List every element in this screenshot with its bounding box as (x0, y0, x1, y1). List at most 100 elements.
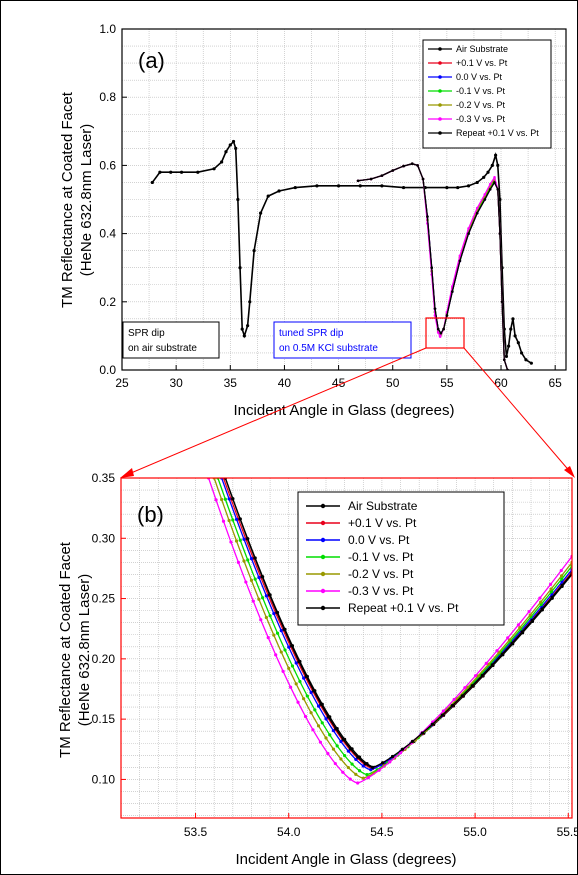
data-point (494, 153, 498, 157)
data-point (380, 174, 384, 177)
data-point (240, 327, 244, 331)
legend-marker (438, 89, 442, 93)
data-point (324, 717, 328, 721)
data-point (363, 762, 367, 766)
data-point (169, 170, 173, 174)
x-tick-label: 54.0 (277, 825, 301, 839)
data-point (513, 334, 517, 338)
data-point (275, 610, 279, 615)
data-point (356, 755, 360, 759)
data-point (267, 593, 272, 597)
data-point (279, 629, 283, 633)
data-point (245, 537, 250, 541)
data-point (420, 731, 425, 735)
y-tick-label: 0.6 (99, 158, 116, 172)
data-point (227, 518, 231, 523)
data-point (426, 215, 429, 218)
zoom-region-box (425, 317, 465, 349)
legend-marker (438, 117, 442, 121)
data-point (272, 633, 276, 637)
data-point (388, 760, 392, 764)
data-point (302, 697, 306, 701)
data-point (333, 761, 337, 766)
annotation-kcl-line2: on 0.5M KCl substrate (279, 343, 378, 354)
data-point (486, 170, 490, 174)
data-point (496, 163, 500, 167)
panel-b-axes-box (120, 477, 573, 819)
data-point (279, 650, 283, 654)
y-tick-label: 1.0 (99, 22, 116, 36)
data-point (529, 361, 533, 365)
data-point (473, 674, 478, 678)
data-point (316, 704, 321, 708)
data-point (463, 686, 467, 690)
annotation-kcl-box (273, 321, 412, 359)
data-point (311, 728, 315, 732)
legend-label: Repeat +0.1 V vs. Pt (456, 128, 539, 138)
legend-marker (438, 131, 442, 135)
data-point (227, 497, 231, 501)
panel-a-x-axis-label: Incident Angle in Glass (degrees) (234, 402, 455, 419)
data-point (470, 684, 474, 688)
data-point (467, 232, 470, 235)
panel-b-y-axis-label-line2: (HeNe 632.8nm Laser) (76, 574, 93, 727)
panel-a-label: (a) (138, 48, 165, 73)
data-point (466, 685, 470, 690)
data-point (290, 664, 295, 668)
data-point (293, 185, 297, 190)
legend-label: Repeat +0.1 V vs. Pt (348, 601, 459, 615)
data-point (520, 630, 524, 634)
data-point (466, 184, 471, 188)
data-point (456, 185, 460, 190)
data-point (277, 189, 281, 193)
x-tick-label: 30 (169, 376, 183, 390)
data-point (475, 180, 479, 185)
data-point (294, 661, 298, 665)
data-point (318, 740, 323, 744)
data-point (274, 653, 278, 657)
data-point (500, 300, 504, 304)
legend-label: -0.2 V vs. Pt (348, 567, 414, 581)
data-point (495, 649, 499, 653)
panel-a-legend: Air Substrate +0.1 V vs. Pt 0.0 V vs. Pt -0… (422, 39, 552, 149)
data-point (433, 307, 437, 310)
data-point (516, 341, 520, 345)
x-tick-label: 55 (440, 376, 454, 390)
data-point (493, 181, 496, 184)
data-point (458, 254, 462, 258)
zoom-connector-left (123, 347, 427, 477)
panel-a-legend-box (422, 39, 552, 149)
data-point (365, 772, 369, 777)
data-point (490, 163, 494, 167)
data-point (303, 714, 308, 719)
data-point (348, 777, 352, 781)
data-point (421, 177, 425, 181)
data-point (264, 594, 268, 598)
x-tick-label: 65 (548, 376, 562, 390)
data-point (236, 197, 240, 202)
data-point (334, 726, 338, 731)
data-point (549, 587, 553, 591)
legend-label: -0.3 V vs. Pt (348, 584, 414, 598)
panel-b-x-axis-label: Incident Angle in Glass (degrees) (236, 851, 457, 868)
panel-b-label: (b) (137, 502, 164, 527)
data-point (326, 715, 331, 719)
data-point (442, 327, 445, 331)
panel-a-series (150, 139, 533, 370)
panel-b: 53.5 54.0 54.5 55.0 55.5 0.10 0.15 0.20 0.25 0.3… (57, 471, 578, 868)
legend-marker (320, 588, 326, 594)
data-point (354, 757, 358, 762)
legend-label: -0.1 V vs. Pt (456, 86, 506, 96)
zoom-connectors (120, 347, 575, 478)
data-point (445, 314, 449, 317)
data-point (331, 747, 336, 751)
data-point (228, 143, 232, 147)
data-point (259, 618, 263, 622)
data-point (231, 497, 235, 501)
data-point (238, 517, 242, 521)
data-point (281, 669, 285, 673)
data-point (357, 769, 362, 773)
data-point (249, 578, 254, 582)
panel-a-y-axis-label-line2: (HeNe 632.8nm Laser) (78, 124, 95, 277)
data-point (500, 652, 504, 656)
